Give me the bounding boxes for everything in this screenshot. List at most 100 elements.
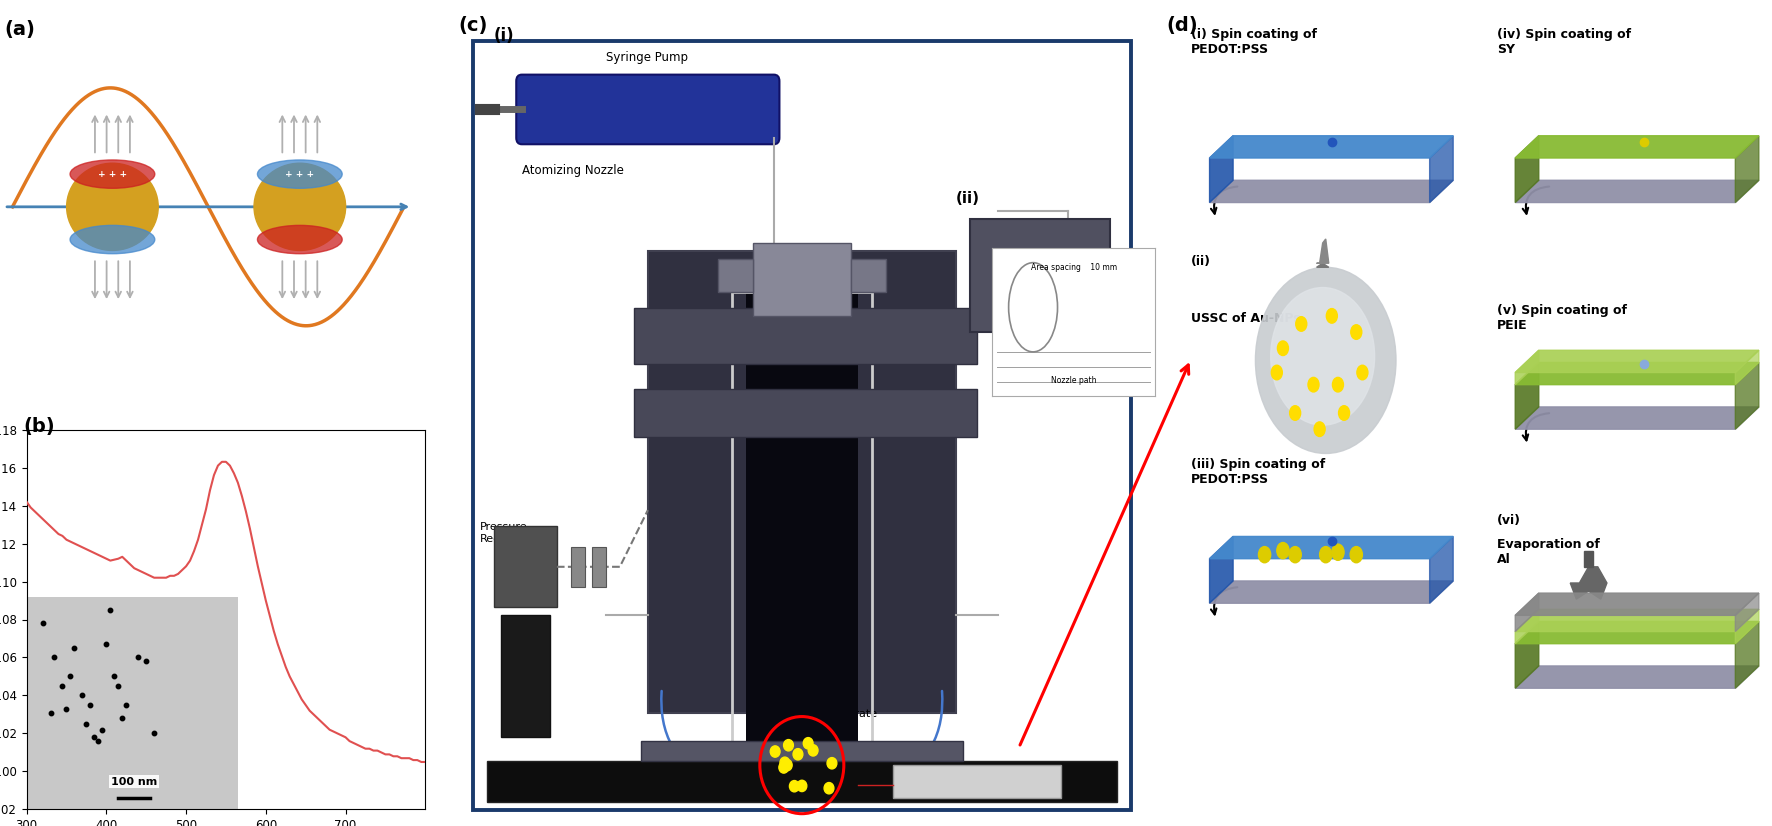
Text: Substrate: Substrate — [822, 709, 877, 719]
Text: Temperature controller: Temperature controller — [893, 765, 1005, 776]
Text: (ii): (ii) — [1191, 255, 1212, 268]
Bar — [494, 526, 556, 607]
Polygon shape — [1317, 239, 1329, 263]
Polygon shape — [1515, 407, 1760, 430]
Text: (b): (b) — [23, 417, 55, 436]
Text: + + +: + + + — [285, 169, 314, 178]
Bar — [571, 547, 585, 587]
Text: (a): (a) — [4, 21, 35, 40]
Text: + + +: + + + — [97, 169, 128, 178]
Bar — [753, 243, 851, 316]
Text: Area spacing    10 mm: Area spacing 10 mm — [1031, 263, 1116, 272]
Ellipse shape — [71, 160, 154, 188]
Text: Ultrasound generator: Ultrasound generator — [980, 318, 1092, 328]
Polygon shape — [1210, 135, 1233, 202]
Text: (iii) Spin coating of
PEDOT:PSS: (iii) Spin coating of PEDOT:PSS — [1191, 458, 1325, 486]
Bar — [893, 765, 1061, 798]
Text: Hot Plate: Hot Plate — [746, 790, 797, 800]
Polygon shape — [1515, 180, 1760, 202]
Bar — [592, 547, 606, 587]
Ellipse shape — [257, 160, 342, 188]
Circle shape — [1255, 268, 1396, 453]
Text: (ii): (ii) — [955, 191, 980, 206]
Circle shape — [67, 164, 158, 250]
Polygon shape — [1515, 350, 1760, 373]
FancyBboxPatch shape — [473, 40, 1131, 809]
Polygon shape — [1210, 536, 1233, 603]
Circle shape — [790, 781, 799, 792]
Circle shape — [824, 782, 835, 794]
Circle shape — [1290, 406, 1301, 420]
Circle shape — [771, 746, 780, 757]
Text: (c): (c) — [459, 17, 489, 36]
Polygon shape — [1515, 363, 1538, 430]
Polygon shape — [1735, 363, 1760, 430]
Bar — [634, 308, 976, 364]
Polygon shape — [1735, 621, 1760, 688]
Bar — [732, 292, 872, 753]
Text: (d): (d) — [1166, 17, 1198, 36]
Circle shape — [1357, 365, 1368, 380]
Text: Atomizing Nozzle: Atomizing Nozzle — [521, 164, 624, 178]
Bar — [641, 741, 962, 761]
Text: (i): (i) — [494, 26, 514, 45]
Polygon shape — [1515, 621, 1538, 688]
Polygon shape — [1515, 593, 1760, 615]
Polygon shape — [1515, 350, 1538, 385]
Circle shape — [1308, 377, 1318, 392]
Text: (iv) Spin coating of
SY: (iv) Spin coating of SY — [1497, 28, 1630, 56]
Polygon shape — [1317, 263, 1329, 268]
Bar — [501, 615, 549, 737]
Circle shape — [828, 757, 836, 769]
Bar — [487, 761, 1116, 801]
Polygon shape — [1584, 551, 1593, 567]
Polygon shape — [1735, 593, 1760, 632]
Polygon shape — [1515, 135, 1538, 202]
Bar — [718, 259, 753, 292]
Polygon shape — [1515, 593, 1538, 632]
Polygon shape — [1515, 610, 1760, 632]
Text: (vi): (vi) — [1497, 514, 1520, 527]
Polygon shape — [711, 753, 801, 794]
Ellipse shape — [71, 225, 154, 254]
Circle shape — [1320, 547, 1333, 563]
Polygon shape — [1735, 610, 1760, 643]
Ellipse shape — [257, 225, 342, 254]
Bar — [27, 596, 237, 814]
Circle shape — [1271, 287, 1375, 425]
Bar — [634, 389, 976, 437]
Circle shape — [1325, 309, 1338, 323]
Polygon shape — [1430, 536, 1453, 603]
Circle shape — [797, 781, 806, 791]
Circle shape — [783, 739, 794, 751]
Polygon shape — [1210, 180, 1453, 202]
Polygon shape — [1515, 135, 1760, 158]
Text: Evaporation of
Al: Evaporation of Al — [1497, 539, 1600, 567]
Polygon shape — [1210, 536, 1453, 558]
Text: 100 nm: 100 nm — [112, 776, 158, 786]
Circle shape — [1333, 544, 1343, 560]
Polygon shape — [1515, 610, 1538, 643]
Text: (v) Spin coating of
PEIE: (v) Spin coating of PEIE — [1497, 304, 1627, 332]
Polygon shape — [801, 753, 893, 794]
Circle shape — [780, 757, 790, 768]
Text: Pressure
Regulator: Pressure Regulator — [480, 522, 533, 544]
Circle shape — [808, 745, 819, 756]
Polygon shape — [1430, 135, 1453, 202]
Circle shape — [794, 748, 803, 760]
Polygon shape — [1210, 581, 1453, 603]
Bar — [851, 259, 886, 292]
Circle shape — [1333, 377, 1343, 392]
Circle shape — [1271, 365, 1283, 380]
Bar — [969, 219, 1109, 332]
Bar — [746, 292, 858, 753]
Text: Nozzle path: Nozzle path — [1051, 376, 1097, 385]
Circle shape — [803, 738, 813, 749]
Text: USSC of Au-NPs: USSC of Au-NPs — [1191, 311, 1301, 325]
Polygon shape — [1735, 135, 1760, 202]
Circle shape — [1350, 325, 1363, 339]
Bar — [649, 251, 955, 713]
Circle shape — [780, 762, 789, 773]
Circle shape — [1258, 547, 1271, 563]
FancyBboxPatch shape — [516, 74, 780, 145]
